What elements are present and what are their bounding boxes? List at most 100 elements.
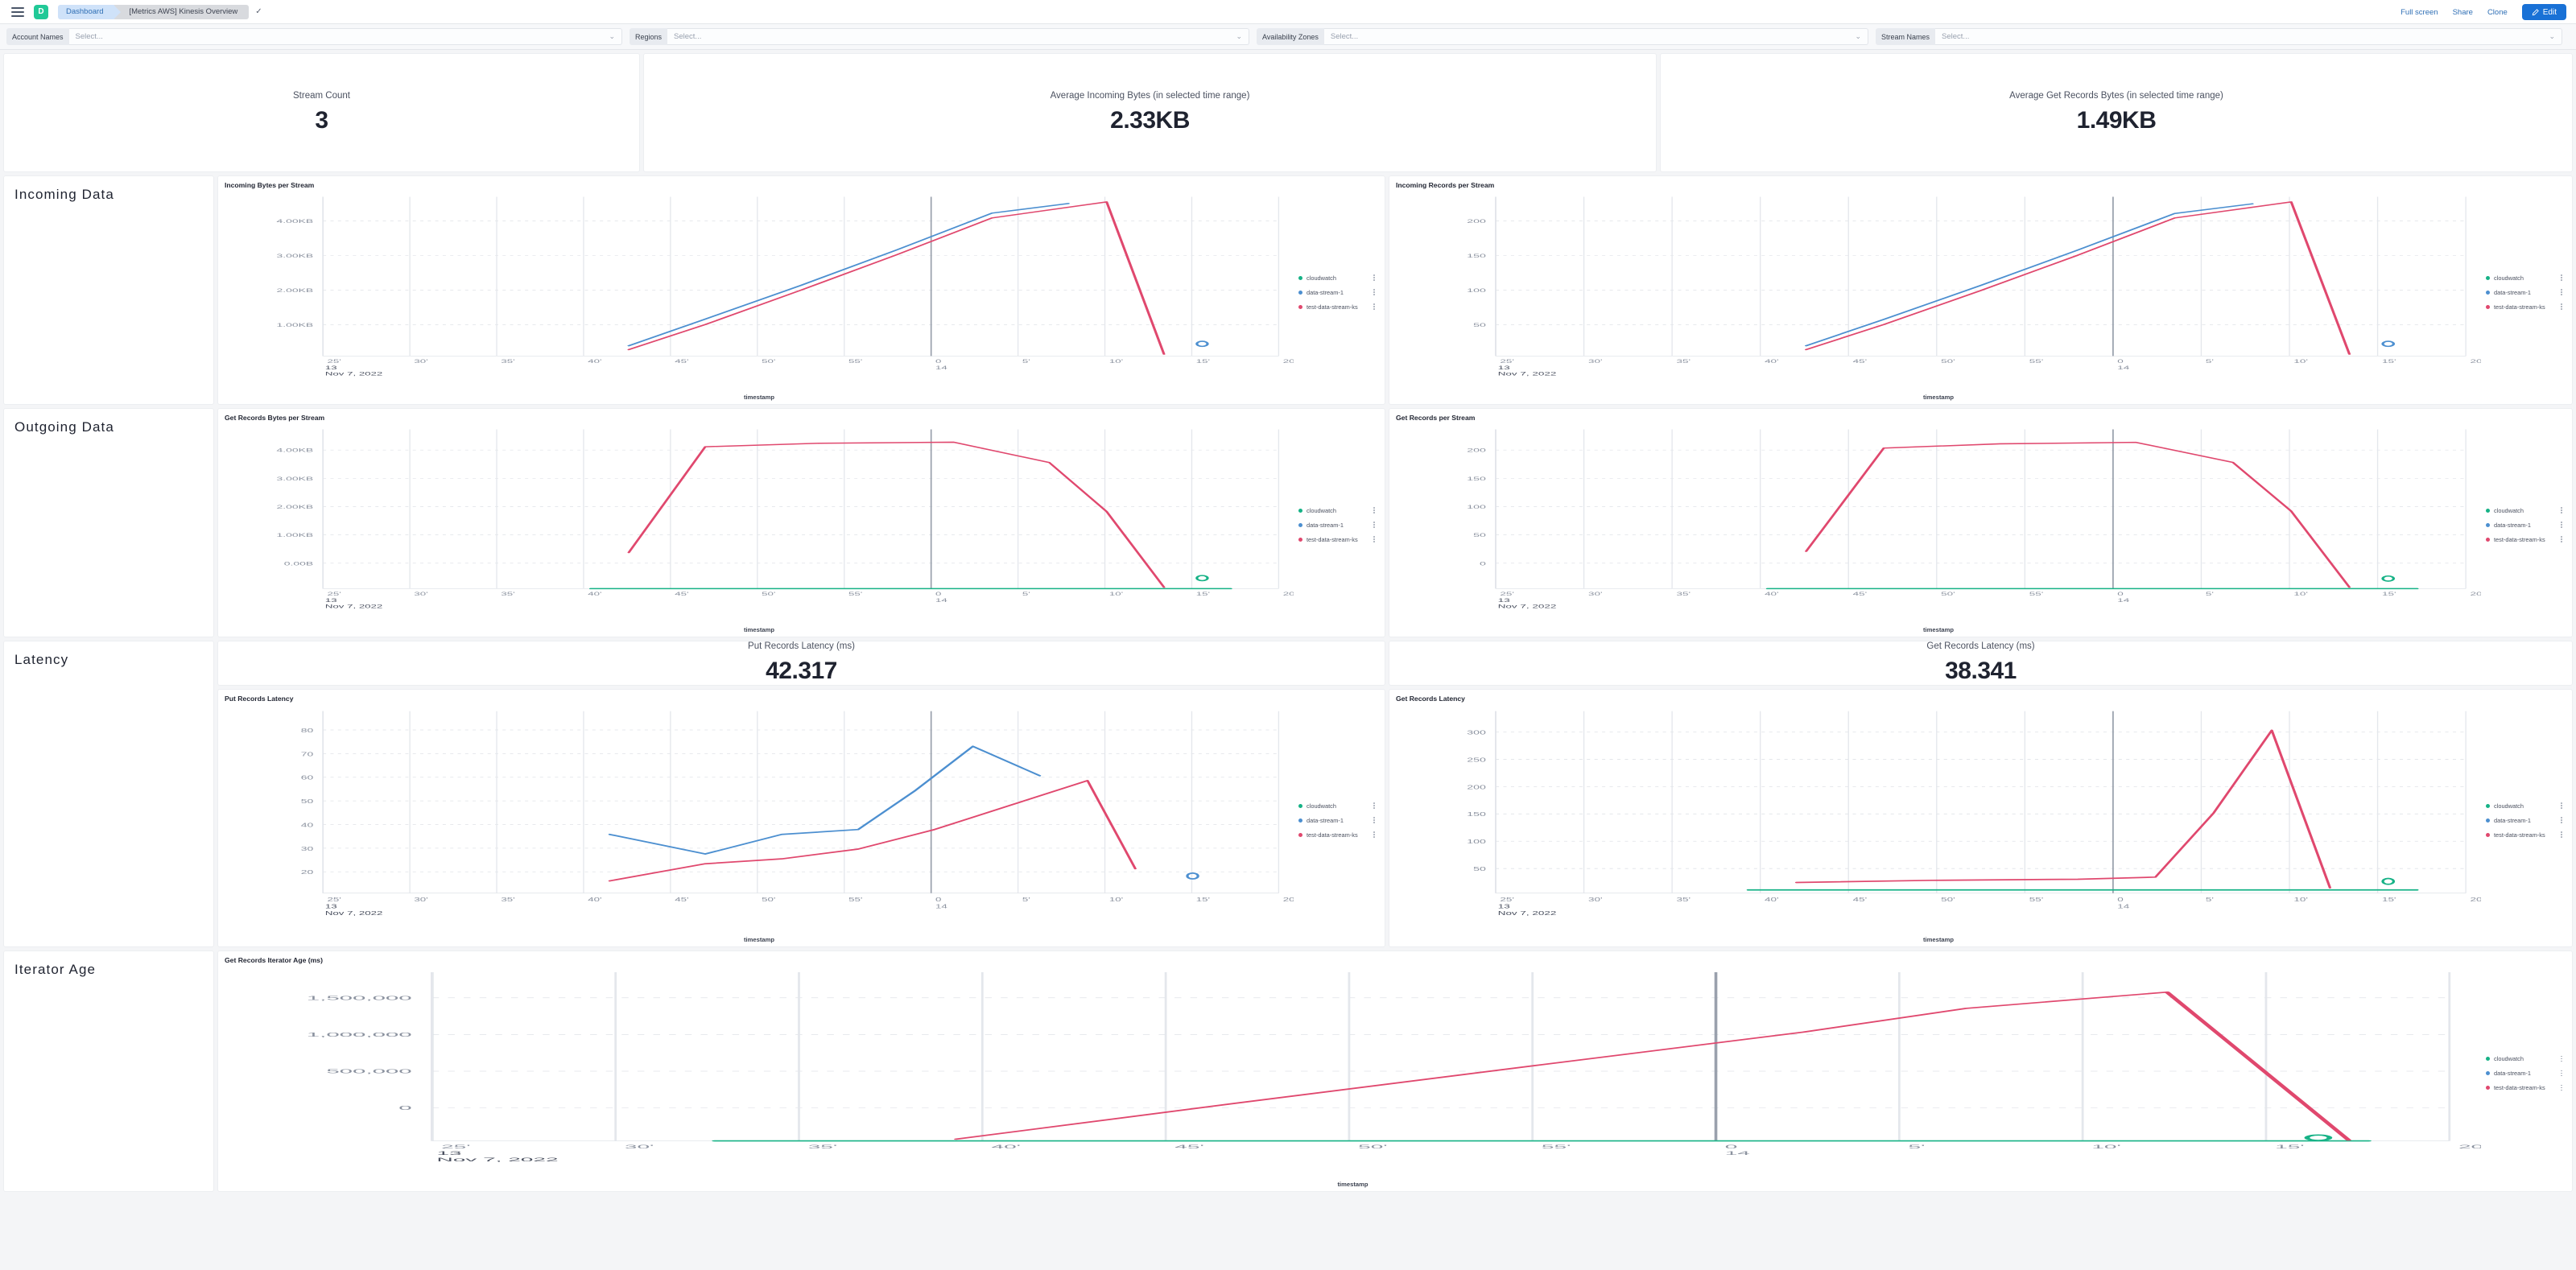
svg-text:200: 200	[1467, 447, 1486, 453]
legend-item-label: test-data-stream-ks	[1307, 303, 1358, 311]
legend-item[interactable]: data-stream-1	[2486, 289, 2566, 296]
svg-text:0: 0	[1725, 1144, 1738, 1149]
legend-item[interactable]: test-data-stream-ks	[1298, 831, 1378, 839]
plot-area[interactable]: 4.00KB 3.00KB 2.00KB 1.00KB 0.00B 25' 13 Nov 7,…	[225, 423, 1294, 626]
legend-item[interactable]: cloudwatch	[1298, 507, 1378, 514]
legend-more-options-icon[interactable]	[2561, 1070, 2566, 1077]
check-icon: ✓	[255, 7, 262, 16]
clone-link[interactable]: Clone	[2487, 7, 2508, 17]
svg-text:200: 200	[1467, 219, 1486, 225]
svg-text:30: 30	[301, 846, 314, 852]
chart-get-records-latency[interactable]: Get Records Latency 300 250 200 150 100 50 25' 1…	[1389, 689, 2573, 947]
legend-item[interactable]: test-data-stream-ks	[2486, 536, 2566, 543]
legend-color-dot	[2486, 304, 2490, 309]
x-axis-title: timestamp	[1923, 936, 1954, 943]
kpi-title: Average Get Records Bytes (in selected t…	[2009, 91, 2223, 101]
filter-select-availability-zones[interactable]: Select... ⌄	[1323, 28, 1868, 45]
edit-button[interactable]: Edit	[2521, 4, 2566, 20]
chart-get-records-per-stream[interactable]: Get Records per Stream 200 150 100 50 0 25' 13 N…	[1389, 408, 2573, 637]
legend-more-options-icon[interactable]	[2561, 817, 2566, 823]
chart-incoming-bytes-per-stream[interactable]: Incoming Bytes per Stream 4.00KB 3.00KB 2.0…	[217, 175, 1385, 405]
svg-text:35': 35'	[501, 897, 514, 903]
legend-more-options-icon[interactable]	[2561, 522, 2566, 528]
svg-text:55': 55'	[2029, 359, 2044, 365]
legend-more-options-icon[interactable]	[2561, 1084, 2566, 1091]
legend-more-options-icon[interactable]	[2561, 536, 2566, 542]
legend-more-options-icon[interactable]	[1373, 274, 1378, 281]
legend-item[interactable]: data-stream-1	[1298, 817, 1378, 824]
legend-more-options-icon[interactable]	[2561, 1055, 2566, 1062]
legend-item-label: data-stream-1	[1307, 816, 1344, 824]
legend-item[interactable]: cloudwatch	[2486, 274, 2566, 282]
legend-item[interactable]: cloudwatch	[2486, 802, 2566, 810]
hamburger-icon[interactable]	[11, 6, 24, 17]
legend-item[interactable]: test-data-stream-ks	[2486, 1084, 2566, 1091]
breadcrumb-item-dashboard[interactable]: Dashboard	[58, 4, 122, 19]
plot-area[interactable]: 300 250 200 150 100 50 25' 13 Nov 7, 2022 30' 35' 4…	[1396, 704, 2481, 936]
legend-more-options-icon[interactable]	[1373, 507, 1378, 513]
svg-text:45': 45'	[675, 359, 688, 365]
full-screen-link[interactable]: Full screen	[2401, 7, 2438, 17]
legend-color-dot	[1298, 290, 1302, 295]
plot-area[interactable]: 200 150 100 50 0 25' 13 Nov 7, 2022 30' 35' 40' 45'…	[1396, 423, 2481, 626]
axis-title-spacer	[2481, 1181, 2566, 1188]
plot-area[interactable]: 200 150 100 50 25' 13 Nov 7, 2022 30' 35' 40' 45' 5…	[1396, 191, 2481, 394]
legend-item[interactable]: test-data-stream-ks	[1298, 303, 1378, 311]
legend-more-options-icon[interactable]	[2561, 274, 2566, 281]
legend-item-label: cloudwatch	[1307, 274, 1336, 282]
legend-item[interactable]: data-stream-1	[2486, 817, 2566, 824]
legend-more-options-icon[interactable]	[2561, 831, 2566, 838]
legend-more-options-icon[interactable]	[2561, 289, 2566, 295]
legend-more-options-icon[interactable]	[1373, 536, 1378, 542]
chart-incoming-records-per-stream[interactable]: Incoming Records per Stream 200 150 100 50 25…	[1389, 175, 2573, 405]
filter-availability-zones: Availability Zones Select... ⌄	[1257, 28, 1868, 45]
legend-item[interactable]: test-data-stream-ks	[2486, 303, 2566, 311]
chart-get-records-iterator-age[interactable]: Get Records Iterator Age (ms) 1,500,000 1,…	[217, 950, 2573, 1192]
chart-get-records-bytes-per-stream[interactable]: Get Records Bytes per Stream 4.00KB 3.00KB…	[217, 408, 1385, 637]
svg-text:0: 0	[398, 1105, 412, 1111]
legend-more-options-icon[interactable]	[2561, 507, 2566, 513]
legend-more-options-icon[interactable]	[1373, 522, 1378, 528]
filter-select-regions[interactable]: Select... ⌄	[667, 28, 1249, 45]
legend-item[interactable]: cloudwatch	[2486, 507, 2566, 514]
legend-more-options-icon[interactable]	[2561, 802, 2566, 809]
plot-area[interactable]: 4.00KB 3.00KB 2.00KB 1.00KB 25' 13 Nov 7, 2022…	[225, 191, 1294, 394]
share-link[interactable]: Share	[2452, 7, 2473, 17]
svg-text:0: 0	[2117, 897, 2124, 903]
svg-text:Nov 7, 2022: Nov 7, 2022	[436, 1157, 558, 1162]
legend-item[interactable]: cloudwatch	[2486, 1055, 2566, 1062]
chart-legend: cloudwatch data-stream-1 test-data-stream-…	[2481, 191, 2566, 394]
filter-regions: Regions Select... ⌄	[630, 28, 1249, 45]
kpi-title: Average Incoming Bytes (in selected time…	[1050, 91, 1250, 101]
legend-item-label: cloudwatch	[1307, 802, 1336, 810]
legend-more-options-icon[interactable]	[1373, 802, 1378, 809]
svg-text:30': 30'	[1588, 592, 1603, 597]
plot-area[interactable]: 1,500,000 1,000,000 500,000 0 25' 13 Nov 7, 20…	[225, 966, 2481, 1181]
svg-text:50: 50	[1473, 533, 1486, 538]
legend-item[interactable]: test-data-stream-ks	[1298, 536, 1378, 543]
legend-item[interactable]: cloudwatch	[1298, 274, 1378, 282]
legend-item[interactable]: data-stream-1	[1298, 522, 1378, 529]
legend-item[interactable]: test-data-stream-ks	[2486, 831, 2566, 839]
plot-area[interactable]: 80 70 60 50 40 30 20 25' 13 Nov 7, 2022 30' 35' 40' 4…	[225, 704, 1294, 936]
svg-text:0: 0	[935, 359, 942, 365]
legend-more-options-icon[interactable]	[1373, 289, 1378, 295]
axis-title-spacer	[2481, 936, 2566, 943]
legend-more-options-icon[interactable]	[1373, 831, 1378, 838]
legend-item[interactable]: cloudwatch	[1298, 802, 1378, 810]
legend-more-options-icon[interactable]	[2561, 303, 2566, 310]
legend-item[interactable]: data-stream-1	[1298, 289, 1378, 296]
chart-put-records-latency[interactable]: Put Records Latency 80 70 60 50 40 30 20 25' 13 No…	[217, 689, 1385, 947]
app-badge[interactable]: D	[34, 4, 48, 19]
breadcrumb-item-current[interactable]: [Metrics AWS] Kinesis Overview	[114, 4, 250, 19]
filter-select-stream-names[interactable]: Select... ⌄	[1935, 28, 2562, 45]
legend-item[interactable]: data-stream-1	[2486, 1070, 2566, 1077]
chart-title: Incoming Bytes per Stream	[225, 181, 315, 189]
legend-more-options-icon[interactable]	[1373, 303, 1378, 310]
legend-more-options-icon[interactable]	[1373, 817, 1378, 823]
filter-select-account-names[interactable]: Select... ⌄	[68, 28, 622, 45]
legend-item[interactable]: data-stream-1	[2486, 522, 2566, 529]
chevron-down-icon: ⌄	[1855, 32, 1861, 40]
